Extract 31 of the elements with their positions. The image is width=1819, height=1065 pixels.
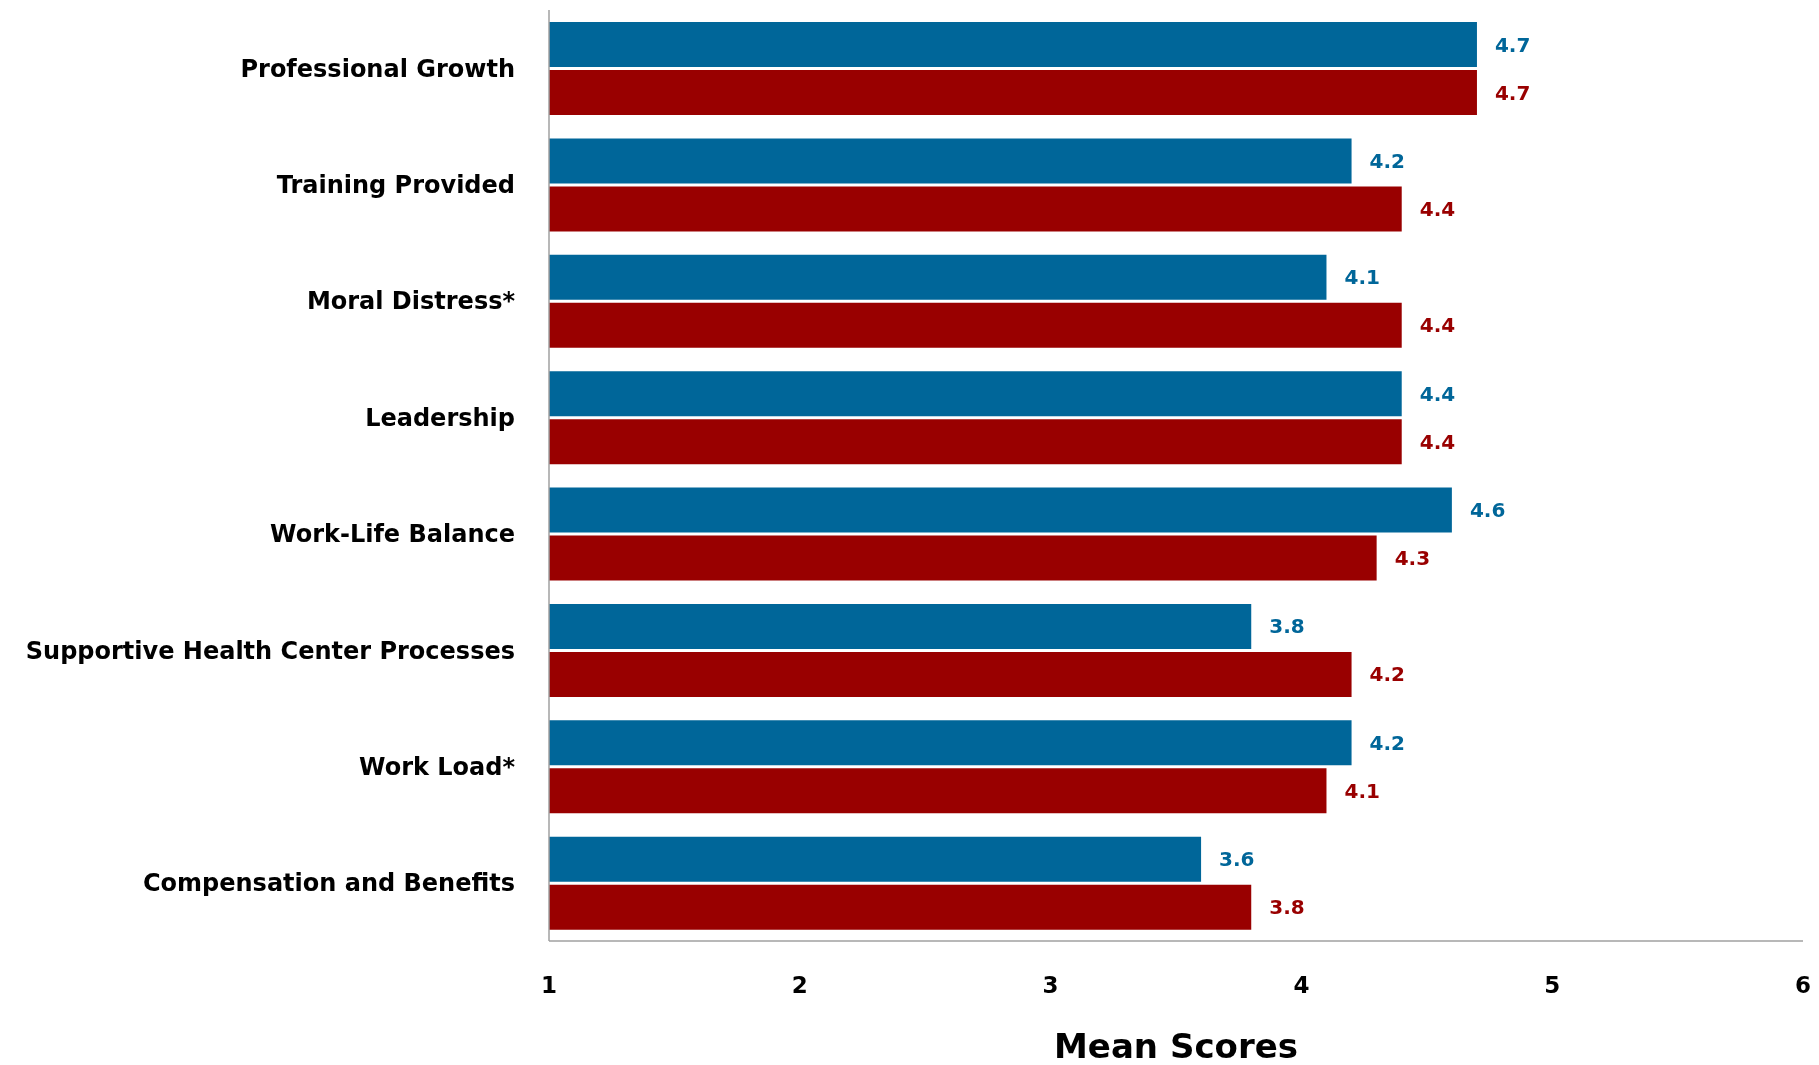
x-tick-label: 5 — [1544, 972, 1561, 999]
y-tick-label: Training Provided — [276, 171, 515, 200]
data-label: 4.4 — [1419, 196, 1456, 221]
data-label: 4.7 — [1494, 32, 1531, 57]
x-tick-label: 2 — [791, 972, 808, 999]
y-tick-label: Compensation and Benefits — [142, 869, 515, 898]
data-label: 4.4 — [1419, 313, 1456, 338]
data-label: 3.8 — [1269, 614, 1305, 639]
data-label: 4.4 — [1419, 381, 1456, 406]
data-label: 4.1 — [1344, 778, 1380, 803]
y-tick-label: Professional Growth — [240, 54, 515, 83]
data-label: 4.3 — [1394, 546, 1431, 571]
data-label: 3.6 — [1219, 847, 1255, 872]
data-label: 4.2 — [1369, 148, 1405, 173]
data-label: 4.7 — [1494, 80, 1531, 105]
x-tick-label: 6 — [1794, 972, 1812, 999]
y-tick-label: Moral Distress* — [306, 287, 516, 316]
data-label: 4.6 — [1469, 498, 1506, 523]
x-axis-title: Mean Scores — [1054, 1026, 1298, 1065]
y-tick-label: Work Load* — [359, 752, 516, 781]
data-label: 4.2 — [1369, 662, 1405, 687]
data-label: 4.4 — [1419, 429, 1456, 454]
x-tick-label: 4 — [1293, 972, 1310, 999]
y-tick-label: Work-Life Balance — [270, 520, 515, 549]
y-tick-label: Leadership — [365, 403, 515, 432]
data-label: 3.8 — [1269, 895, 1305, 920]
data-label: 4.1 — [1344, 265, 1380, 290]
data-label: 4.2 — [1369, 730, 1405, 755]
y-tick-label: Supportive Health Center Processes — [25, 636, 515, 665]
x-tick-label: 1 — [540, 972, 558, 999]
x-tick-label: 3 — [1042, 972, 1059, 999]
